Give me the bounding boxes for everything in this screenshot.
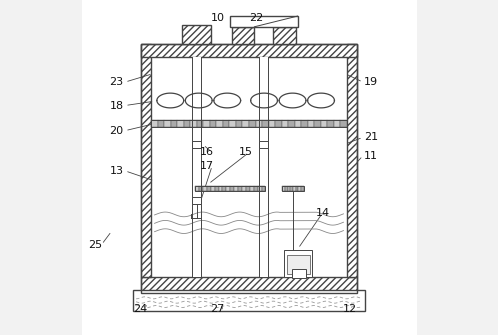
Bar (292, 269, 306, 278)
Bar (284, 250, 312, 277)
Bar (296, 186, 298, 191)
Bar (141, 44, 151, 277)
Bar (158, 120, 164, 127)
Bar (243, 120, 249, 127)
Bar (236, 120, 243, 127)
Bar (259, 57, 268, 277)
Text: 17: 17 (200, 161, 214, 171)
Bar (286, 255, 310, 274)
Bar (249, 120, 255, 127)
Bar (192, 197, 201, 204)
Bar (250, 186, 253, 191)
Bar (285, 186, 288, 191)
Text: 21: 21 (364, 132, 378, 142)
Bar (171, 120, 177, 127)
Bar (282, 186, 304, 191)
Text: 10: 10 (211, 13, 225, 23)
Bar (238, 186, 242, 191)
Bar (262, 120, 268, 127)
Bar (288, 186, 290, 191)
Bar (223, 120, 230, 127)
Bar (133, 290, 365, 311)
Bar (275, 120, 281, 127)
Text: 23: 23 (110, 77, 124, 87)
Bar (151, 120, 347, 127)
Bar (210, 120, 217, 127)
Bar (141, 277, 357, 293)
Bar (268, 120, 275, 127)
Bar (203, 120, 210, 127)
Bar (253, 186, 257, 191)
Bar (273, 27, 296, 44)
Text: 14: 14 (316, 208, 330, 218)
Bar (182, 25, 212, 44)
Bar (226, 186, 230, 191)
Text: 24: 24 (133, 304, 147, 314)
Bar (230, 186, 234, 191)
Bar (177, 120, 184, 127)
Bar (298, 186, 301, 191)
Bar (282, 186, 285, 191)
Bar (301, 120, 308, 127)
Bar (141, 44, 357, 293)
Text: 18: 18 (110, 100, 124, 111)
Bar (308, 120, 314, 127)
Text: 19: 19 (364, 77, 378, 87)
Bar (259, 141, 268, 148)
Bar (211, 186, 215, 191)
Text: 20: 20 (110, 126, 124, 136)
FancyBboxPatch shape (70, 0, 428, 335)
Bar (293, 186, 296, 191)
Bar (197, 120, 203, 127)
Bar (219, 186, 223, 191)
Bar (257, 186, 261, 191)
Bar (203, 186, 207, 191)
Bar (334, 120, 340, 127)
Bar (288, 120, 295, 127)
Bar (141, 44, 357, 57)
Bar (151, 120, 158, 127)
Bar (151, 54, 347, 277)
Bar (281, 120, 288, 127)
Text: 11: 11 (364, 151, 378, 161)
Bar (232, 27, 254, 44)
Bar (255, 120, 262, 127)
Text: 27: 27 (210, 304, 224, 314)
Bar (314, 120, 321, 127)
Bar (246, 186, 250, 191)
Bar (290, 186, 293, 191)
Bar (327, 120, 334, 127)
Text: 15: 15 (239, 147, 252, 157)
Text: 16: 16 (200, 147, 214, 157)
Bar (301, 186, 304, 191)
Bar (207, 186, 211, 191)
Bar (192, 141, 201, 148)
Text: 13: 13 (110, 166, 124, 176)
Bar (242, 186, 246, 191)
Bar (192, 57, 201, 277)
Bar (184, 120, 190, 127)
Bar (230, 120, 236, 127)
Text: 22: 22 (249, 13, 264, 23)
Text: 25: 25 (89, 240, 103, 250)
Bar (195, 186, 199, 191)
Bar (321, 120, 327, 127)
Bar (234, 186, 238, 191)
Bar (230, 16, 298, 27)
Bar (199, 186, 203, 191)
Text: 12: 12 (343, 304, 357, 314)
Bar (190, 120, 197, 127)
Bar (215, 186, 219, 191)
Bar (195, 186, 265, 191)
Bar (295, 120, 301, 127)
Bar (261, 186, 265, 191)
Bar (217, 120, 223, 127)
Bar (347, 44, 357, 277)
Bar (223, 186, 226, 191)
Bar (340, 120, 347, 127)
Bar (164, 120, 171, 127)
